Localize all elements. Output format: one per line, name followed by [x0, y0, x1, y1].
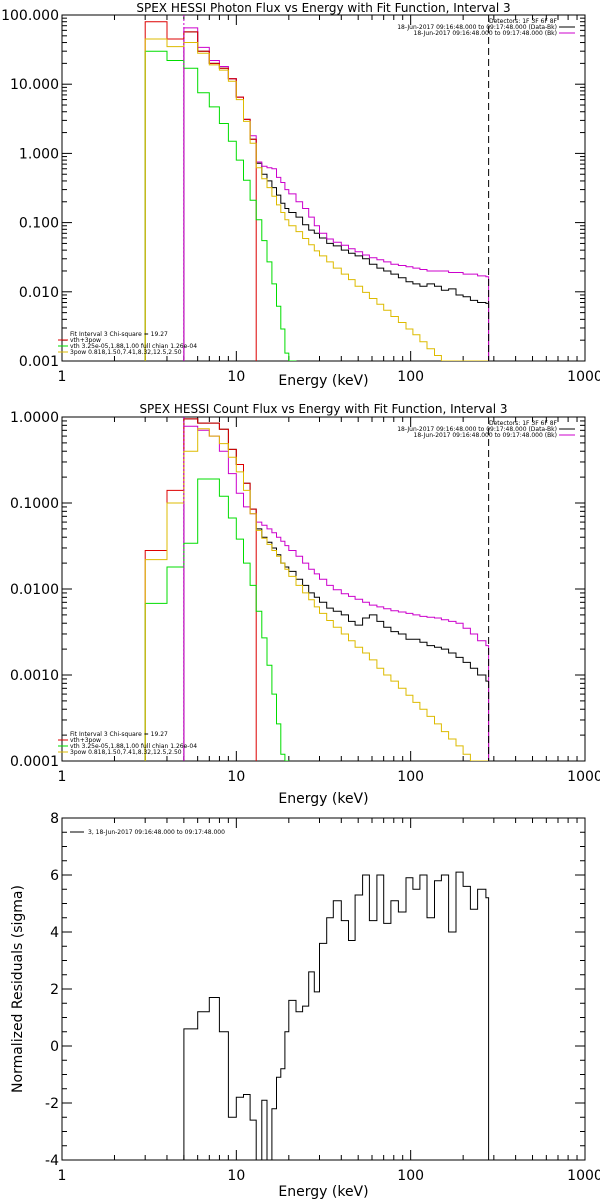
legend-entry: 3pow 0.818,1.50,7.41,8.32,12.5,2.50 — [70, 349, 182, 356]
legend: Fit Interval 3 Chi-square = 19.27vth+3po… — [58, 331, 197, 356]
y-tick-label: 8 — [50, 811, 59, 827]
y-axis-label: Normalized Residuals (sigma) — [10, 885, 26, 1093]
info-line: 18-Jun-2017 09:16:48.000 to 09:17:48.000… — [397, 426, 557, 433]
y-tick-label: 100.000 — [1, 8, 59, 24]
y-tick-label: 0.0001 — [10, 754, 59, 770]
y-tick-label: 0.1000 — [10, 496, 59, 512]
legend-entry: Fit Interval 3 Chi-square = 19.27 — [70, 731, 168, 738]
legend-entry: Fit Interval 3 Chi-square = 19.27 — [70, 331, 168, 338]
y-tick-label: 1.000 — [19, 146, 59, 162]
panel-3: 1 10 100 1000 Energy (keV) -4 -2 0 2 4 6 8 Normalize… — [10, 811, 600, 1200]
y-tick-label: -2 — [45, 1096, 59, 1112]
series-group — [144, 15, 490, 361]
x-tick-label: 10 — [227, 769, 245, 785]
plot-frame — [61, 817, 586, 1161]
x-tick-label: 1000 — [567, 769, 600, 785]
panel-2: SPEX HESSI Count Flux vs Energy with Fit… — [10, 402, 600, 807]
legend-entry: vth+3pow — [70, 737, 101, 744]
x-tick-label: 1 — [58, 369, 67, 385]
x-axis: 1 10 100 1000 — [58, 417, 600, 785]
x-tick-label: 100 — [397, 1168, 424, 1184]
y-tick-label: 4 — [50, 925, 59, 941]
x-tick-label: 100 — [397, 769, 424, 785]
x-tick-label: 10 — [227, 1168, 245, 1184]
info-line: Detectors: 1F 3F 6F 8F — [489, 420, 558, 427]
y-tick-label: 0.100 — [19, 216, 59, 232]
y-tick-label: 0.010 — [19, 285, 59, 301]
x-tick-label: 1 — [58, 1168, 67, 1184]
legend-entry: vth 3.25e-05,1.88,1.00 full chian 1.26e-… — [70, 343, 197, 350]
y-tick-label: 0.001 — [19, 354, 59, 370]
x-axis-label: Energy (keV) — [278, 791, 368, 807]
plot-frame — [61, 14, 586, 362]
x-axis: 1 10 100 1000 — [58, 15, 600, 385]
y-axis: 0.001 0.010 0.100 1.000 10.000 100.000 — [1, 8, 585, 370]
y-axis: -4 -2 0 2 4 6 8 — [45, 811, 585, 1169]
chart-title: SPEX HESSI Count Flux vs Energy with Fit… — [139, 402, 507, 416]
x-tick-label: 10 — [227, 369, 245, 385]
x-axis-label: Energy (keV) — [278, 373, 368, 389]
y-tick-label: 2 — [50, 982, 59, 998]
info-line: 18-Jun-2017 09:16:48.000 to 09:17:48.000… — [414, 30, 557, 37]
y-tick-label: -4 — [45, 1153, 59, 1169]
series-line-3 — [144, 21, 257, 361]
series-line-1 — [183, 418, 490, 761]
series-group — [144, 417, 490, 761]
y-tick-label: 0.0010 — [10, 668, 59, 684]
series-line-1 — [183, 31, 490, 361]
series-line-5 — [144, 428, 490, 761]
y-tick-label: 1.0000 — [10, 410, 59, 426]
series-line-3 — [144, 418, 257, 761]
legend-entry: vth 3.25e-05,1.88,1.00 full chian 1.26e-… — [70, 743, 197, 750]
series-line-4 — [144, 478, 290, 761]
legend-entry: vth+3pow — [70, 337, 101, 344]
x-tick-label: 1000 — [567, 369, 600, 385]
info-line: 18-Jun-2017 09:16:48.000 to 09:17:48.000… — [414, 432, 557, 439]
x-tick-label: 100 — [397, 369, 424, 385]
chart-title: SPEX HESSI Photon Flux vs Energy with Fi… — [136, 1, 510, 15]
info-line: 18-Jun-2017 09:16:48.000 to 09:17:48.000… — [397, 24, 557, 31]
legend-entry: 3pow 0.818,1.50,7.41,8.32,12.5,2.50 — [70, 749, 182, 756]
series-line-2 — [183, 425, 490, 761]
panel-1: SPEX HESSI Photon Flux vs Energy with Fi… — [1, 1, 600, 389]
y-tick-label: 0 — [50, 1039, 59, 1055]
legend-entry: 3, 18-Jun-2017 09:16:48.000 to 09:17:48.… — [88, 829, 225, 836]
y-tick-label: 6 — [50, 868, 59, 884]
y-tick-label: 10.000 — [10, 77, 59, 93]
series-line-5 — [144, 38, 490, 361]
x-tick-label: 1 — [58, 769, 67, 785]
legend: 3, 18-Jun-2017 09:16:48.000 to 09:17:48.… — [70, 829, 225, 836]
plot-frame — [61, 416, 586, 762]
x-axis: 1 10 100 1000 — [58, 818, 600, 1184]
series-group — [183, 871, 490, 1160]
series-line-1 — [183, 871, 490, 1160]
x-tick-label: 1000 — [567, 1168, 600, 1184]
x-axis-label: Energy (keV) — [278, 1184, 368, 1200]
series-line-4 — [144, 50, 297, 361]
legend: Fit Interval 3 Chi-square = 19.27vth+3po… — [58, 731, 197, 756]
info-line: Detectors: 1F 3F 6F 8F — [489, 18, 558, 25]
y-tick-label: 0.0100 — [10, 582, 59, 598]
y-axis: 0.0001 0.0010 0.0100 0.1000 1.0000 — [10, 410, 585, 770]
